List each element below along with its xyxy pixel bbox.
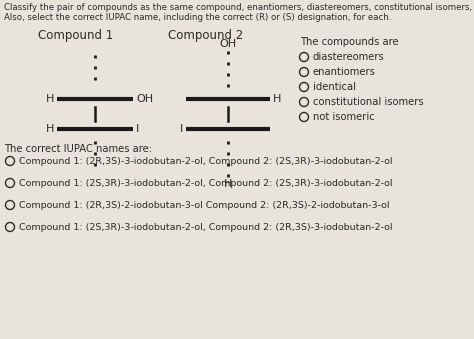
Text: H: H	[273, 94, 282, 104]
Text: H: H	[46, 94, 54, 104]
Text: Compound 1: (2S,3R)-3-iodobutan-2-ol, Compound 2: (2R,3S)-3-iodobutan-2-ol: Compound 1: (2S,3R)-3-iodobutan-2-ol, Co…	[19, 222, 392, 232]
Text: not isomeric: not isomeric	[313, 112, 375, 122]
Text: The compounds are: The compounds are	[300, 37, 399, 47]
Text: H: H	[224, 179, 232, 189]
Text: Compound 1: (2R,3S)-2-iodobutan-3-ol Compound 2: (2R,3S)-2-iodobutan-3-ol: Compound 1: (2R,3S)-2-iodobutan-3-ol Com…	[19, 200, 390, 210]
Text: Classify the pair of compounds as the same compound, enantiomers, diastereomers,: Classify the pair of compounds as the sa…	[4, 3, 474, 12]
Text: identical: identical	[313, 82, 356, 92]
Text: OH: OH	[219, 39, 237, 49]
Text: I: I	[136, 124, 139, 134]
Text: Compound 1: (2R,3S)-3-iodobutan-2-ol, Compound 2: (2S,3R)-3-iodobutan-2-ol: Compound 1: (2R,3S)-3-iodobutan-2-ol, Co…	[19, 157, 392, 165]
Text: Compound 1: Compound 1	[38, 29, 113, 42]
Text: The correct IUPAC names are:: The correct IUPAC names are:	[4, 144, 152, 154]
Text: Compound 1: (2S,3R)-3-iodobutan-2-ol, Compound 2: (2S,3R)-3-iodobutan-2-ol: Compound 1: (2S,3R)-3-iodobutan-2-ol, Co…	[19, 179, 392, 187]
Text: H: H	[46, 124, 54, 134]
Text: Also, select the correct IUPAC name, including the correct (R) or (S) designatio: Also, select the correct IUPAC name, inc…	[4, 13, 392, 22]
Text: constitutional isomers: constitutional isomers	[313, 97, 424, 107]
Text: enantiomers: enantiomers	[313, 67, 376, 77]
Text: Compound 2: Compound 2	[168, 29, 243, 42]
Text: diastereomers: diastereomers	[313, 52, 385, 62]
Text: OH: OH	[136, 94, 153, 104]
Text: I: I	[180, 124, 183, 134]
